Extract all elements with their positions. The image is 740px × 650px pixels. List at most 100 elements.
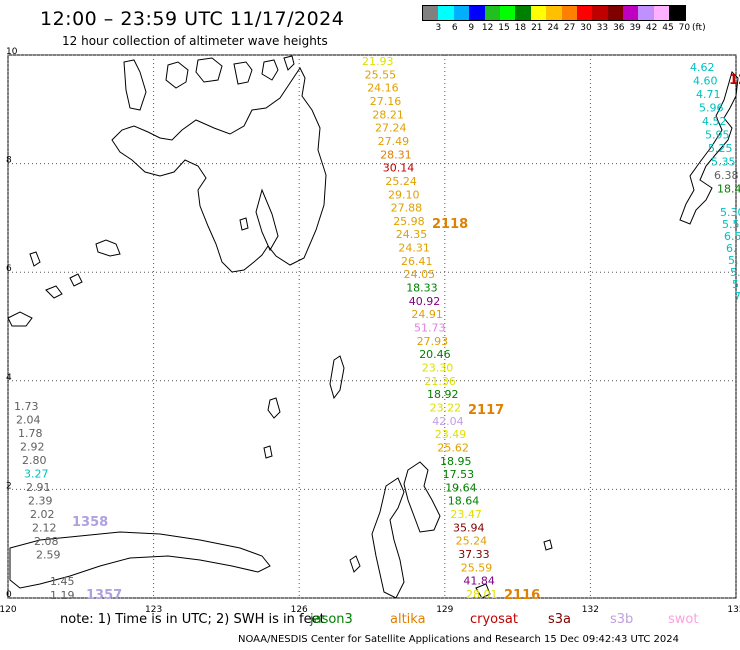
color-scale-tick: 36 <box>613 23 625 33</box>
color-scale-tick: 12 <box>481 23 494 33</box>
wave-height-value: 2.08 <box>34 535 59 548</box>
wave-height-value: 18.92 <box>427 388 459 401</box>
page-subtitle: 12 hour collection of altimeter wave hei… <box>62 34 328 48</box>
color-swatch <box>530 6 547 20</box>
color-scale-tick: 15 <box>498 23 510 33</box>
color-swatch <box>669 6 685 20</box>
wave-height-value: 19.64 <box>445 481 477 494</box>
wave-height-value: 29.10 <box>388 188 420 201</box>
satellite-legend-cryosat: cryosat <box>470 612 518 627</box>
color-scale-tick: 39 <box>629 23 641 33</box>
wave-height-value: 24.05 <box>404 268 436 281</box>
wave-height-value: 27.49 <box>378 135 410 148</box>
satellite-legend-s3a: s3a <box>548 612 572 627</box>
wave-height-value: 42.04 <box>432 415 464 428</box>
wave-height-value: 6.38 <box>714 169 739 182</box>
cycle-label: 2118 <box>432 217 468 232</box>
color-scale-tick: 30 <box>580 23 592 33</box>
wave-height-value: 4.71 <box>696 88 721 101</box>
wave-height-value: 27.24 <box>375 122 407 135</box>
wave-height-value: 2.80 <box>22 454 47 467</box>
wave-height-value: 30.14 <box>383 162 415 175</box>
latitude-tick-label: 2 <box>6 481 12 491</box>
color-swatch <box>607 6 624 20</box>
color-swatch <box>484 6 500 20</box>
color-swatch <box>546 6 562 20</box>
wave-height-value: 25.59 <box>461 561 493 574</box>
page-title: 12:00 – 23:59 UTC 11/17/2024 <box>40 8 345 30</box>
wave-height-value: 5.95 <box>705 129 730 142</box>
wave-height-value: 1.73 <box>14 400 39 413</box>
wave-height-value: 1.78 <box>18 427 43 440</box>
satellite-legend-altika: altika <box>390 612 426 627</box>
wave-height-value: 40.92 <box>409 295 441 308</box>
wave-height-value: 51.73 <box>414 322 446 335</box>
color-scale-tick: 70 <box>678 23 691 33</box>
longitude-tick-label: 126 <box>291 605 308 615</box>
color-scale-tick: 24 <box>547 23 559 33</box>
wave-height-value: 1.45 <box>50 575 75 588</box>
wave-height-value: 5.96 <box>699 102 724 115</box>
color-scale-tick: 6 <box>451 23 458 33</box>
wave-height-value: 1.19 <box>50 589 75 602</box>
wave-height-value: 25.62 <box>437 441 469 454</box>
wave-height-value: 4.62 <box>690 61 715 74</box>
color-swatch <box>623 6 639 20</box>
coastline <box>7 55 739 599</box>
longitude-tick-label: 135 <box>727 605 740 615</box>
color-swatch <box>576 6 593 20</box>
wave-height-value: 27.16 <box>370 95 402 108</box>
wave-height-value: 2.59 <box>36 549 61 562</box>
wave-height-value: 6.5 <box>724 230 740 243</box>
cycle-label: 1358 <box>72 515 108 530</box>
longitude-tick-label: 132 <box>582 605 599 615</box>
color-swatch <box>515 6 531 20</box>
wave-height-value: 24.91 <box>411 308 443 321</box>
wave-height-value: 41.84 <box>463 575 495 588</box>
longitude-tick-label: 120 <box>0 605 17 615</box>
wave-height-value: 21.93 <box>362 55 394 68</box>
wave-height-value: 17.53 <box>443 468 475 481</box>
color-scale-tick: 33 <box>596 23 609 33</box>
wave-height-value: 20.46 <box>419 348 451 361</box>
wave-height-value: 21.36 <box>424 375 456 388</box>
wave-height-value: 23.47 <box>450 508 482 521</box>
wave-height-value: 24.35 <box>396 228 428 241</box>
wave-height-value: 18.95 <box>440 455 472 468</box>
satellite-legend-swot: swot <box>668 612 699 627</box>
wave-height-value: 2.02 <box>30 508 55 521</box>
latitude-tick-label: 0 <box>6 590 12 600</box>
latitude-tick-label: 8 <box>6 156 12 166</box>
wave-height-value: 28.31 <box>380 148 412 161</box>
wave-height-value: 23.30 <box>422 361 454 374</box>
footnote: note: 1) Time is in UTC; 2) SWH is in fe… <box>60 612 325 627</box>
color-scale-tick: 27 <box>563 23 576 33</box>
cycle-label: 12 <box>729 73 740 88</box>
color-swatch <box>592 6 608 20</box>
wave-height-value: 35.94 <box>453 521 485 534</box>
color-swatch <box>453 6 470 20</box>
longitude-tick-label: 129 <box>436 605 453 615</box>
color-swatch <box>561 6 577 20</box>
map-frame <box>7 54 737 599</box>
color-swatch <box>423 6 439 20</box>
wave-height-value: 28.21 <box>372 108 404 121</box>
color-swatch <box>638 6 654 20</box>
wave-height-value: 2.92 <box>20 441 45 454</box>
color-scale-tick: 18 <box>514 23 527 33</box>
wave-height-value: 26.41 <box>401 255 433 268</box>
wave-height-value: 5.35 <box>711 156 736 169</box>
wave-height-value: 18.43 <box>717 183 740 196</box>
wave-height-value: 5. <box>730 266 740 279</box>
color-scale-tick: 9 <box>468 23 475 33</box>
wave-height-value: 37.33 <box>458 548 490 561</box>
wave-height-value: 2.12 <box>32 522 57 535</box>
latitude-tick-label: 6 <box>6 264 12 274</box>
wave-height-value: 24.31 <box>398 242 430 255</box>
wave-height-value: 6. <box>726 242 737 255</box>
wave-height-value: 18.33 <box>406 282 438 295</box>
color-swatch <box>469 6 485 20</box>
lat-lon-grid: 120 123 126 129 132 135 0 2 4 6 8 10 <box>0 47 740 615</box>
latitude-tick-label: 4 <box>6 373 12 383</box>
